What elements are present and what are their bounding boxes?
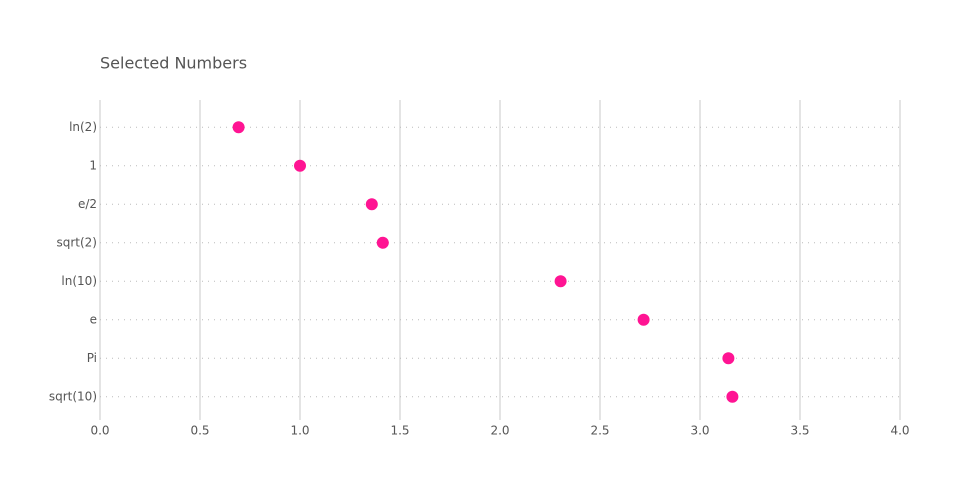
y-tick-label: sqrt(10) <box>49 389 97 403</box>
dot <box>294 159 306 172</box>
chart-title: Selected Numbers <box>100 54 247 73</box>
y-tick-label: e <box>90 312 97 326</box>
dot <box>232 121 245 134</box>
dot <box>637 313 650 326</box>
dot <box>376 236 389 249</box>
y-tick-label: e/2 <box>78 197 97 211</box>
x-tick-label: 1.5 <box>390 424 409 438</box>
y-tick-label: 1 <box>89 158 97 172</box>
y-tick-label: Pi <box>87 351 97 365</box>
x-tick-label: 0.5 <box>190 424 209 438</box>
x-tick-label: 4.0 <box>890 424 909 438</box>
dot <box>554 275 567 288</box>
x-tick-label: 3.5 <box>790 424 809 438</box>
y-tick-label: sqrt(2) <box>56 235 97 249</box>
x-tick-label: 1.0 <box>290 424 309 438</box>
x-tick-label: 2.5 <box>590 424 609 438</box>
dot <box>722 352 735 365</box>
dot <box>365 198 378 211</box>
x-tick-label: 2.0 <box>490 424 509 438</box>
y-tick-label: ln(2) <box>69 120 97 134</box>
x-tick-label: 0.0 <box>90 424 109 438</box>
dot <box>726 390 739 403</box>
x-tick-label: 3.0 <box>690 424 709 438</box>
y-tick-label: ln(10) <box>61 274 97 288</box>
